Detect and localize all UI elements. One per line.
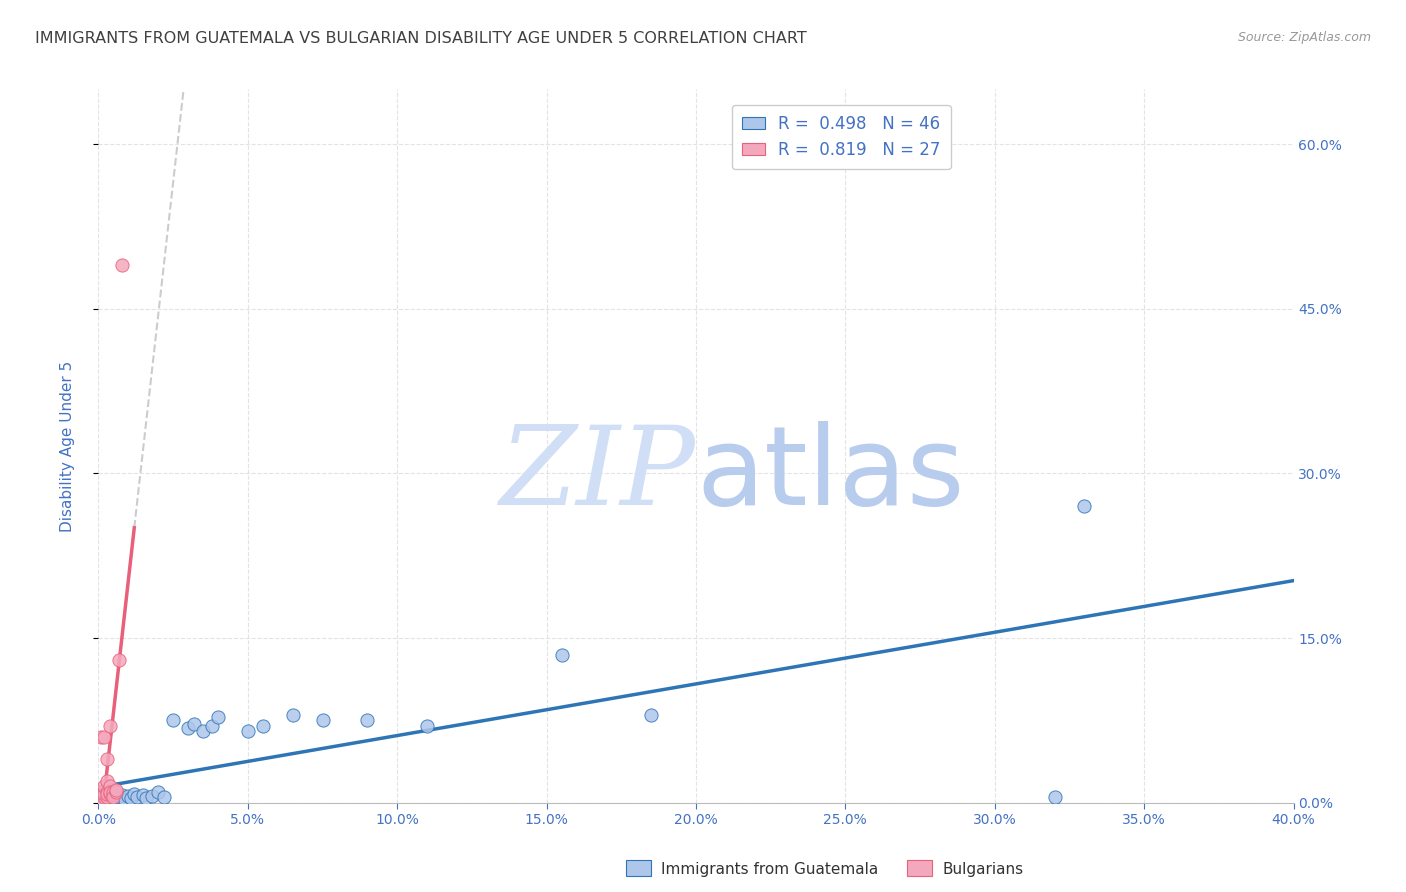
Point: [90, 792, 112, 806]
Point: [91, 787, 114, 801]
Point: [93, 790, 115, 805]
Point: [111, 791, 134, 805]
Point: [236, 724, 259, 739]
Point: [311, 714, 333, 728]
Point: [93, 789, 115, 804]
Point: [114, 792, 136, 806]
Point: [103, 789, 125, 804]
Point: [191, 724, 214, 739]
Text: IMMIGRANTS FROM GUATEMALA VS BULGARIAN DISABILITY AGE UNDER 5 CORRELATION CHART: IMMIGRANTS FROM GUATEMALA VS BULGARIAN D…: [35, 31, 807, 46]
Point: [93, 794, 115, 808]
Text: ZIP: ZIP: [501, 421, 696, 528]
Point: [96, 787, 118, 801]
Point: [96, 790, 118, 805]
Point: [96, 785, 118, 799]
Point: [640, 708, 662, 723]
Point: [132, 788, 155, 802]
Point: [162, 714, 184, 728]
Point: [120, 791, 142, 805]
Point: [96, 791, 118, 805]
Point: [105, 792, 128, 806]
Point: [1073, 500, 1095, 514]
Point: [416, 719, 439, 733]
Point: [148, 785, 170, 799]
Point: [108, 790, 131, 805]
Point: [356, 714, 378, 728]
Point: [124, 787, 146, 801]
Text: Bulgarians: Bulgarians: [942, 863, 1024, 877]
Point: [135, 791, 157, 805]
Point: [183, 716, 205, 731]
Point: [89, 790, 111, 805]
Point: [89, 790, 111, 805]
Y-axis label: Disability Age Under 5: Disability Age Under 5: [60, 360, 75, 532]
Point: [105, 785, 128, 799]
Point: [90, 785, 112, 799]
Point: [207, 710, 229, 724]
Point: [103, 791, 125, 805]
Point: [103, 785, 125, 799]
Point: [281, 708, 304, 723]
Point: [141, 789, 163, 804]
Point: [89, 792, 111, 806]
Point: [1043, 790, 1066, 805]
Point: [550, 648, 572, 662]
Point: [98, 792, 122, 806]
Text: atlas: atlas: [696, 421, 965, 528]
Point: [252, 719, 274, 733]
Point: [108, 653, 131, 667]
Text: Immigrants from Guatemala: Immigrants from Guatemala: [661, 863, 879, 877]
Point: [93, 730, 115, 744]
Point: [177, 721, 200, 735]
Point: [91, 791, 114, 805]
Point: [201, 719, 224, 733]
Point: [98, 719, 122, 733]
Point: [153, 790, 176, 805]
Point: [103, 790, 125, 805]
Point: [90, 792, 112, 806]
Point: [98, 785, 122, 799]
Legend: R =  0.498   N = 46, R =  0.819   N = 27: R = 0.498 N = 46, R = 0.819 N = 27: [731, 104, 950, 169]
Point: [96, 788, 118, 802]
Point: [96, 773, 118, 788]
Point: [98, 787, 122, 801]
Point: [98, 787, 122, 801]
Point: [96, 782, 118, 797]
Point: [98, 790, 122, 805]
Point: [96, 752, 118, 766]
Point: [90, 787, 112, 801]
Point: [90, 787, 112, 801]
Point: [111, 258, 134, 272]
Point: [93, 780, 115, 794]
Point: [93, 787, 115, 801]
Point: [111, 788, 134, 802]
Point: [127, 790, 149, 805]
Point: [117, 789, 139, 804]
Point: [103, 787, 125, 801]
Point: [90, 730, 112, 744]
Point: [98, 780, 122, 794]
Point: [105, 785, 128, 799]
Text: Source: ZipAtlas.com: Source: ZipAtlas.com: [1237, 31, 1371, 45]
Point: [93, 785, 115, 799]
Point: [105, 782, 128, 797]
